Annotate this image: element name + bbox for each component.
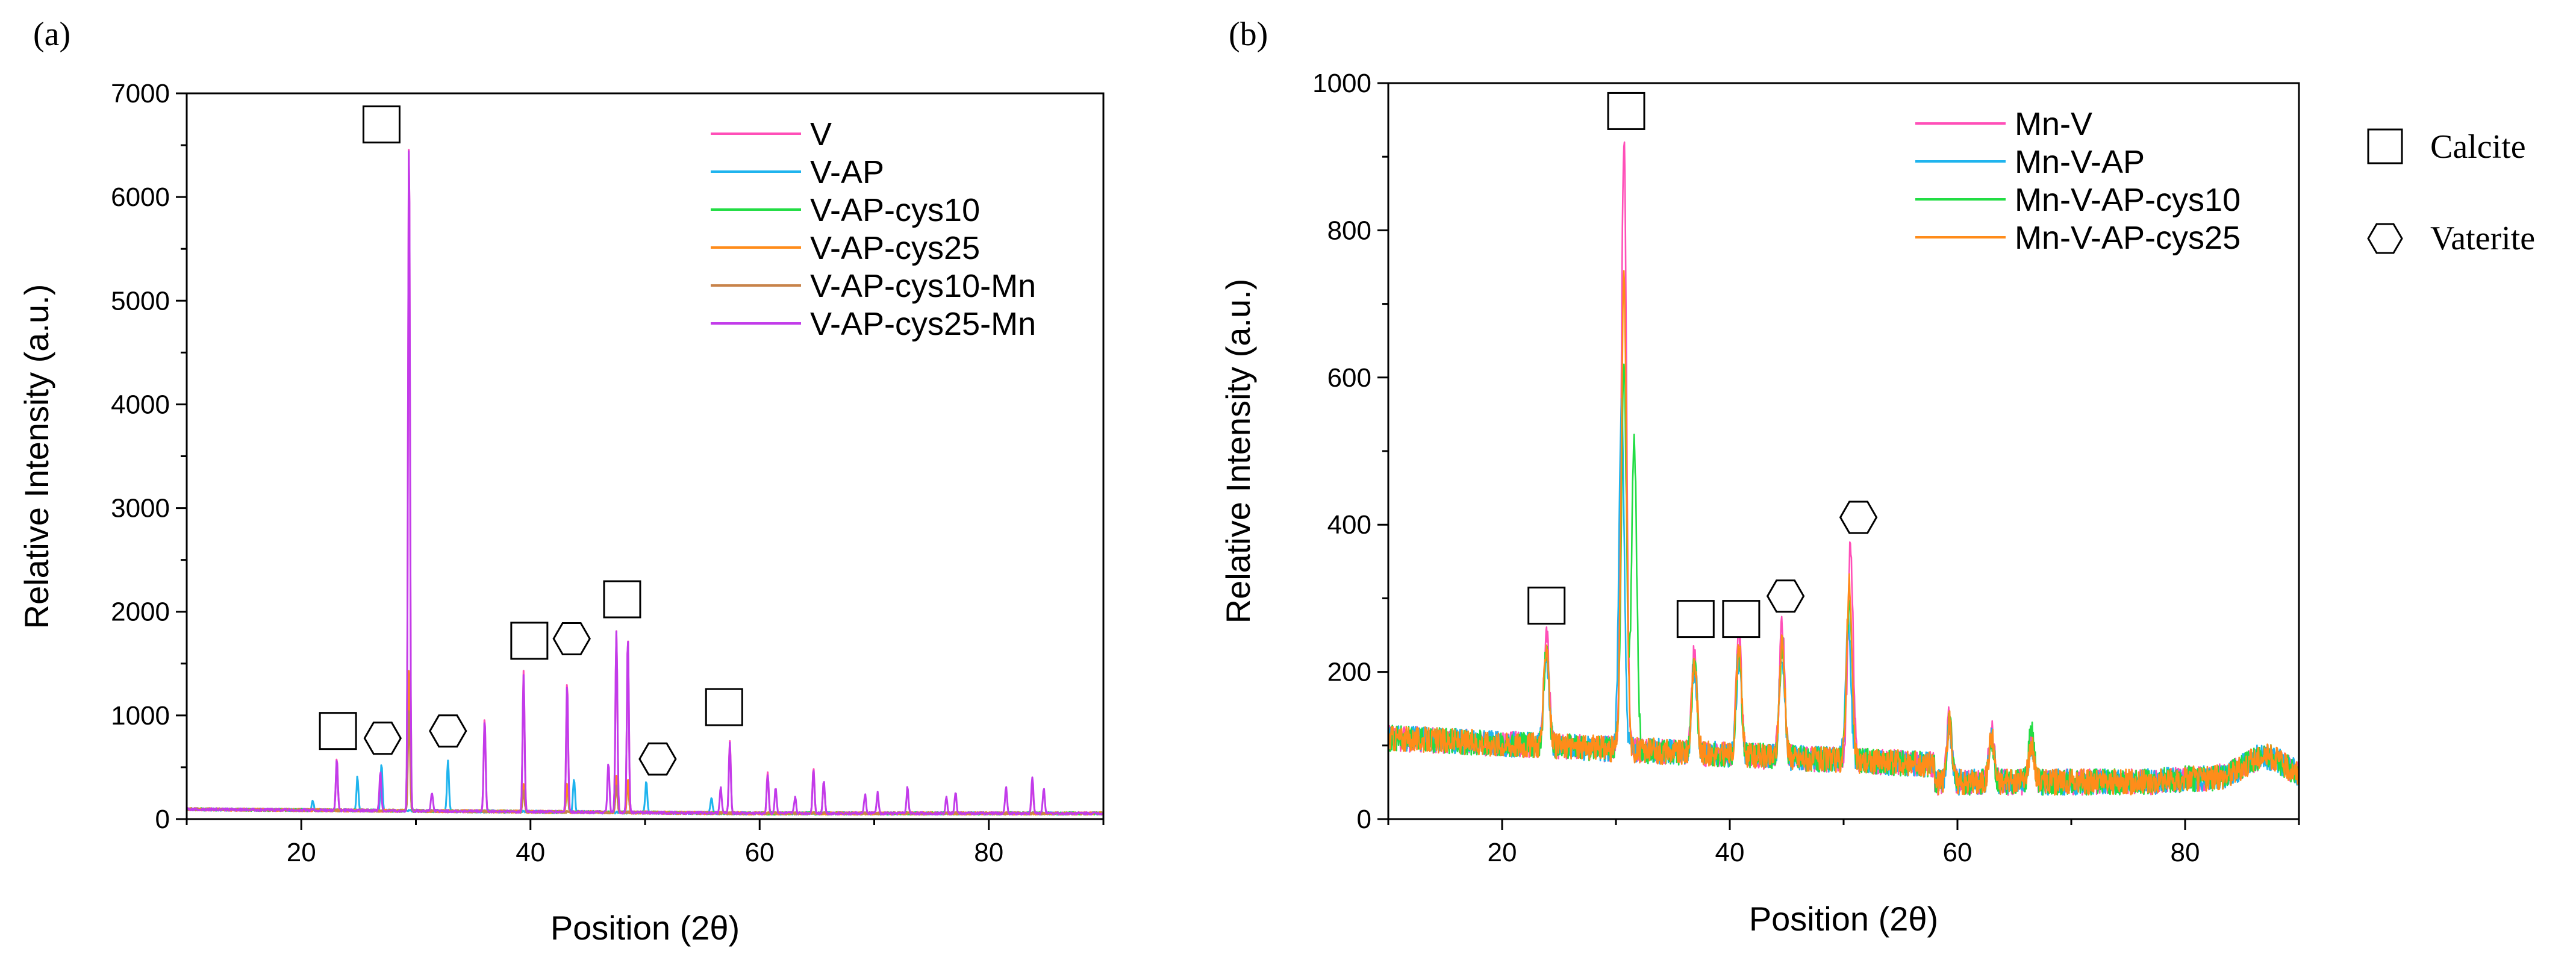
legend-label: Mn-V-AP (2015, 144, 2145, 180)
y-tick-label: 2000 (111, 597, 170, 627)
y-tick-label: 200 (1327, 658, 1371, 687)
x-tick-label: 80 (974, 838, 1003, 867)
calcite-marker (319, 712, 357, 750)
x-tick-label: 60 (1943, 838, 1973, 867)
y-tick-label: 7000 (111, 79, 170, 108)
x-tick-label: 60 (745, 838, 775, 867)
panel-b-label: (b) (1229, 16, 1268, 53)
x-tick-label: 20 (287, 838, 316, 867)
y-tick-label: 0 (1357, 805, 1371, 834)
calcite-marker (1722, 600, 1760, 638)
vaterite-marker (638, 742, 677, 776)
y-tick-label: 3000 (111, 494, 170, 523)
calcite-marker (1676, 600, 1715, 638)
panel-b-x-axis-label: Position (2θ) (1749, 900, 1938, 938)
legend-label: V (810, 116, 832, 152)
y-tick-label: 5000 (111, 286, 170, 316)
legend-label: V-AP-cys25-Mn (810, 306, 1036, 342)
calcite-square-icon (2367, 128, 2403, 164)
x-tick-label: 80 (2171, 838, 2200, 867)
calcite-marker (1527, 587, 1566, 625)
panel-a-label: (a) (33, 16, 70, 53)
phase-key: Calcite Vaterite (2367, 128, 2535, 257)
panel-a-ticks: 20 40 60 80 0 1000 2000 3000 4000 5000 6000 7000 (111, 79, 1105, 867)
legend-label: V-AP (810, 154, 884, 190)
vaterite-marker (1839, 500, 1878, 534)
y-tick-label: 600 (1327, 363, 1371, 393)
series-line-mn-v-ap-cys25 (1387, 270, 2300, 796)
legend-label: Mn-V-AP-cys10 (2015, 182, 2241, 218)
series-line-mn-v-ap-cys10 (1388, 363, 2300, 796)
panel-a: (a) 20 40 60 80 0 1000 2000 3000 4000 5000 6000 700… (17, 16, 1105, 947)
legend-label: V-AP-cys10 (810, 192, 980, 228)
panel-a-y-axis-label: Relative Intensity (a.u.) (17, 284, 55, 629)
series-line-v-ap-cys25-mn (186, 150, 1103, 816)
calcite-marker (510, 622, 549, 660)
calcite-marker (705, 688, 743, 726)
panel-b-series (1387, 141, 2300, 796)
legend-label: Mn-V (2015, 106, 2092, 142)
panel-a-series (186, 149, 1105, 816)
y-tick-label: 400 (1327, 510, 1371, 540)
key-vaterite-label: Vaterite (2430, 220, 2535, 257)
y-tick-label: 1000 (111, 701, 170, 731)
y-tick-label: 800 (1327, 216, 1371, 245)
panel-b-markers (1527, 92, 1878, 638)
vaterite-marker (363, 722, 402, 755)
y-tick-label: 6000 (111, 182, 170, 212)
x-tick-label: 20 (1488, 838, 1517, 867)
panel-b-y-axis-label: Relative Intensity (a.u.) (1219, 279, 1257, 624)
calcite-marker (1607, 92, 1645, 130)
vaterite-hexagon-icon (2367, 223, 2403, 254)
legend-label: V-AP-cys10-Mn (810, 268, 1036, 304)
y-tick-label: 1000 (1312, 69, 1371, 98)
panel-a-legend: VV-APV-AP-cys10V-AP-cys25V-AP-cys10-MnV-… (711, 116, 1036, 342)
y-tick-label: 0 (155, 805, 170, 834)
x-tick-label: 40 (516, 838, 545, 867)
vaterite-marker (429, 714, 467, 748)
calcite-marker (362, 105, 401, 144)
y-tick-label: 4000 (111, 390, 170, 419)
panel-a-x-axis-label: Position (2θ) (550, 909, 740, 947)
legend-label: V-AP-cys25 (810, 230, 980, 266)
panel-a-markers (319, 105, 743, 776)
vaterite-marker (1766, 579, 1805, 613)
x-tick-label: 40 (1715, 838, 1745, 867)
key-calcite-label: Calcite (2430, 128, 2526, 166)
vaterite-marker (552, 622, 591, 655)
calcite-marker (603, 580, 641, 619)
legend-label: Mn-V-AP-cys25 (2015, 220, 2241, 256)
